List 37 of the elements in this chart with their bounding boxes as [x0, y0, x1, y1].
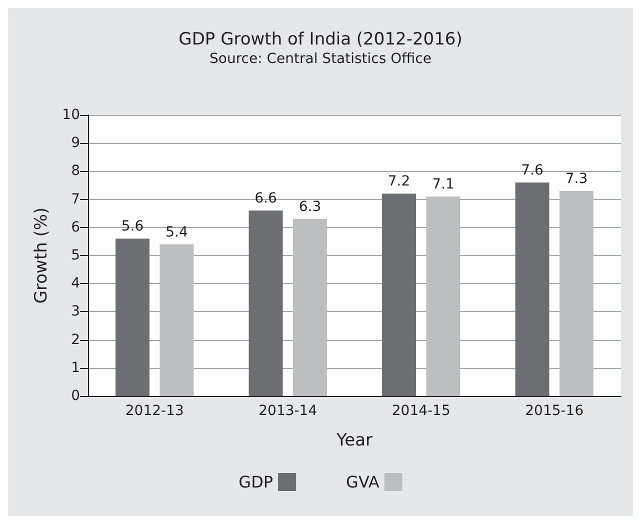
x-tick-label: 2013-14 [258, 403, 318, 419]
bar [160, 244, 194, 396]
bar [515, 182, 550, 396]
y-tick-label: 2 [71, 332, 80, 348]
data-label: 7.3 [565, 170, 588, 187]
x-axis-title: Year [336, 430, 373, 450]
x-tick-label: 2012-13 [125, 403, 184, 419]
bar [116, 238, 150, 396]
bar [426, 196, 460, 396]
y-tick-label: 5 [71, 248, 80, 264]
chart-subtitle: Source: Central Statistics Office [210, 51, 432, 67]
y-tick-label: 0 [71, 388, 80, 404]
data-label: 6.3 [298, 198, 322, 215]
bar [382, 194, 416, 396]
data-label: 5.6 [121, 218, 144, 235]
y-tick-label: 7 [71, 191, 80, 208]
y-tick-label: 1 [71, 360, 80, 376]
bar [559, 190, 594, 396]
y-tick-label: 9 [71, 135, 80, 152]
y-tick-label: 10 [62, 107, 80, 123]
x-tick-label: 2015-16 [525, 403, 584, 419]
data-label: 7.6 [521, 162, 544, 178]
data-label: 7.2 [388, 174, 410, 190]
legend-label: GDP [238, 472, 274, 492]
data-label: 6.6 [254, 190, 277, 207]
y-tick-label: 3 [71, 304, 80, 320]
data-label: 5.4 [166, 224, 188, 240]
y-axis-title: Growth (%) [32, 207, 52, 304]
legend-label: GVA [346, 472, 380, 492]
bar [248, 210, 283, 396]
y-tick-label: 6 [71, 219, 80, 236]
y-tick-label: 8 [71, 163, 80, 180]
data-label: 7.1 [432, 176, 454, 192]
chart-title: GDP Growth of India (2012-2016) [178, 30, 462, 50]
y-tick-label: 4 [71, 276, 80, 292]
bar [292, 218, 327, 396]
x-tick-label: 2014-15 [392, 403, 450, 419]
